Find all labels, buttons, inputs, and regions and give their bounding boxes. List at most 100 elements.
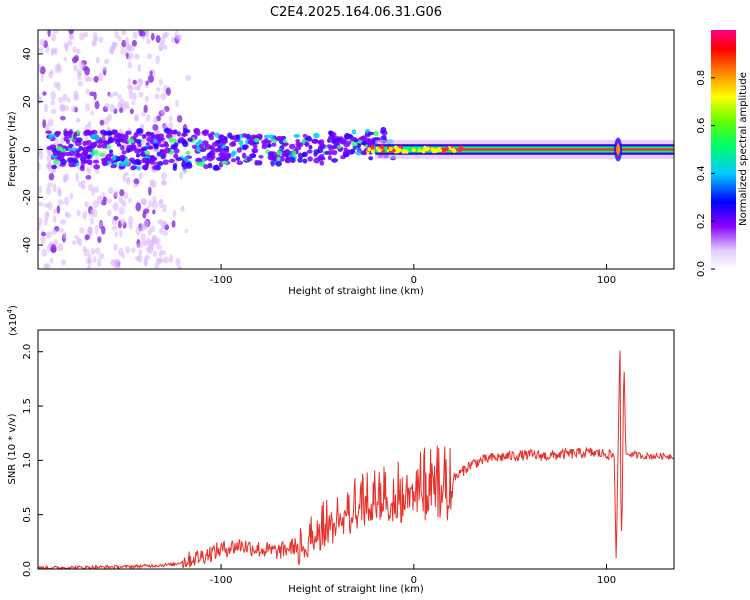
spectrogram-noise: [125, 246, 130, 254]
spectrogram-signal: [86, 147, 93, 153]
spectrogram-noise: [47, 201, 53, 210]
spectrogram-ytick-label: -40: [22, 237, 33, 253]
spectrogram-noise: [77, 80, 84, 87]
spectrogram-signal: [319, 160, 325, 166]
spectrogram-signal: [162, 159, 169, 165]
spectrogram-noise: [38, 161, 41, 171]
spectrogram-noise: [50, 108, 57, 114]
spectrogram-noise: [141, 198, 147, 206]
snr-scale-note: (x104): [6, 305, 19, 336]
spectrogram-noise: [84, 201, 90, 208]
spectrogram-signal: [141, 151, 146, 156]
spectrogram-tone-dot: [391, 148, 396, 153]
spectrogram-signal: [236, 160, 244, 165]
spectrogram-signal: [203, 164, 209, 170]
spectrogram-noise: [165, 87, 171, 96]
spectrogram-tone-dot: [377, 148, 382, 153]
spectrogram-signal: [230, 151, 235, 158]
spectrogram-noise: [68, 30, 75, 35]
spectrogram-signal: [83, 153, 88, 160]
snr-ytick-label: 1.0: [22, 452, 33, 468]
spectrogram-noise: [51, 48, 57, 54]
spectrogram-ytick-label: -20: [22, 189, 33, 205]
spectrogram-noise: [175, 99, 179, 108]
spectrogram-noise: [158, 79, 163, 86]
spectrogram-noise: [104, 102, 110, 109]
spectrogram-noise: [175, 257, 181, 267]
spectrogram-signal: [198, 143, 205, 149]
spectrogram-noise: [107, 209, 112, 217]
spectrogram-signal: [238, 139, 244, 145]
spectrogram-signal: [98, 152, 106, 157]
spectrogram-signal: [183, 127, 188, 133]
spectrogram-noise: [127, 215, 134, 225]
spectrogram-noise: [50, 90, 56, 101]
spectrogram-signal: [290, 157, 296, 164]
spectrogram-signal: [159, 150, 166, 155]
spectrogram-signal: [141, 157, 147, 164]
spectrogram-signal: [135, 153, 141, 158]
snr-axes: -100 0 100 0.0 0.5 1.0 1.5 2.0: [22, 344, 616, 586]
spectrogram-noise: [159, 257, 165, 263]
spectrogram-signal: [313, 152, 318, 157]
spectrogram-signal: [90, 129, 98, 135]
spectrogram-signal: [157, 133, 165, 139]
spectrogram-tone-dot: [421, 149, 426, 154]
spectrogram-signal: [373, 130, 379, 137]
spectrogram-noise: [163, 44, 168, 50]
spectrogram-signal: [98, 139, 103, 144]
spectrogram-signal: [172, 138, 177, 143]
spectrogram-signal: [246, 156, 253, 162]
spectrogram-noise: [47, 243, 52, 253]
spectrogram-noise: [152, 124, 159, 131]
spectrogram-noise: [77, 237, 83, 247]
spectrogram-noise: [95, 247, 101, 255]
spectrogram-noise: [48, 71, 54, 79]
spectrogram-signal: [271, 142, 277, 147]
spectrogram-signal: [195, 141, 201, 147]
spectrogram-noise: [84, 234, 90, 241]
spectrogram-noise: [109, 103, 116, 113]
spectrogram-noise: [136, 242, 143, 249]
spectrogram-signal: [280, 135, 287, 140]
spectrogram-noise: [63, 56, 68, 62]
spectrogram-noise: [151, 68, 156, 77]
spectrogram-noise: [86, 265, 92, 269]
spectrogram-tone-dot: [458, 145, 463, 150]
spectrogram-signal: [133, 132, 139, 138]
spectrogram-signal: [73, 159, 79, 164]
spectrogram-signal: [307, 156, 313, 162]
spectrogram-noise: [122, 174, 127, 182]
spectrogram-signal: [143, 164, 148, 171]
spectrogram-signal: [116, 132, 122, 139]
spectrogram-noise: [168, 115, 173, 122]
spectrogram-signal: [380, 135, 387, 140]
spectrogram-signal: [53, 159, 59, 165]
spectrogram-noise: [71, 240, 77, 246]
spectrogram-xtick-label: 0: [411, 275, 417, 286]
spectrogram-noise: [133, 53, 140, 60]
spectrogram-signal: [173, 153, 179, 159]
colorbar: 0.0 0.2 0.4 0.6 0.8 Normalized spectral ampl…: [696, 30, 749, 277]
spectrogram-noise: [64, 196, 70, 206]
spectrogram-noise: [63, 42, 69, 50]
spectrogram-noise: [176, 114, 183, 123]
spectrogram-noise: [101, 225, 106, 235]
spectrogram-signal: [175, 157, 183, 161]
spectrogram-noise: [138, 30, 143, 37]
spectrogram-noise: [47, 118, 54, 127]
spectrogram-signal: [173, 148, 180, 154]
spectrogram-noise: [147, 74, 154, 83]
spectrogram-noise: [52, 208, 57, 214]
spectrogram-tone-dot: [370, 149, 375, 154]
spectrogram-signal: [208, 135, 214, 141]
spectrogram-noise: [155, 257, 162, 264]
spectrogram-noise: [120, 30, 127, 36]
spectrogram-signal: [152, 165, 157, 171]
spectrogram-signal: [80, 164, 85, 169]
spectrogram-tone-dot: [388, 146, 393, 151]
spectrogram-signal: [253, 137, 260, 143]
spectrogram-signal: [210, 146, 216, 153]
spectrogram-noise: [38, 63, 42, 73]
spectrogram-noise: [137, 64, 142, 72]
